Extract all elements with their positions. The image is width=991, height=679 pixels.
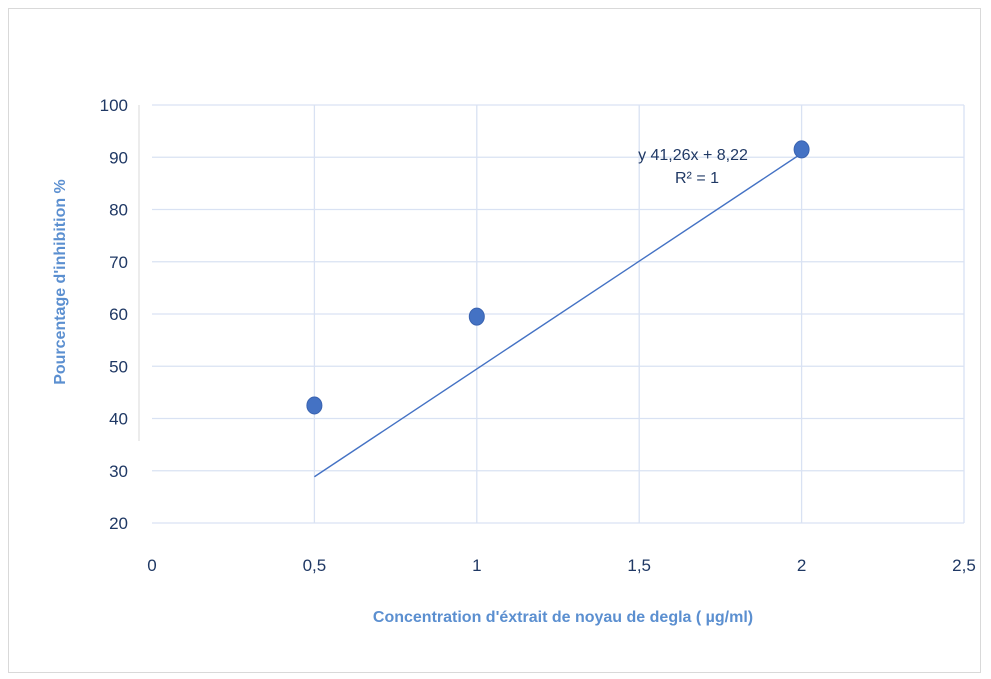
x-tick-label: 2,5 [952,556,976,575]
x-tick-label: 2 [797,556,806,575]
trendline-equation: y 41,26x + 8,22 [638,147,748,164]
y-axis-title: Pourcentage d'inhibition % [52,179,69,385]
y-tick-label: 90 [109,148,128,167]
y-tick-label: 80 [109,201,128,220]
data-point [468,307,485,326]
x-tick-labels: 0 0,5 1 1,5 2 2,5 [147,556,976,575]
y-tick-label: 50 [109,357,128,376]
y-tick-label: 60 [109,305,128,324]
data-points [306,140,810,415]
data-point [793,140,810,159]
x-axis-title: Concentration d'éxtrait de noyau de degl… [373,609,753,626]
data-point [306,396,323,415]
y-tick-label: 20 [109,514,128,533]
trendline [314,152,802,478]
x-tick-label: 0,5 [303,556,327,575]
y-tick-label: 70 [109,253,128,272]
r-squared-label: R² = 1 [675,170,719,187]
x-tick-label: 0 [147,556,156,575]
y-tick-label: 100 [100,96,128,115]
chart-area [8,8,981,673]
y-tick-label: 30 [109,462,128,481]
y-tick-labels: 20 30 40 50 60 70 80 90 100 [100,96,128,533]
y-tick-label: 40 [109,410,128,429]
x-tick-label: 1 [472,556,481,575]
horizontal-gridlines [152,104,964,524]
x-tick-label: 1,5 [627,556,651,575]
